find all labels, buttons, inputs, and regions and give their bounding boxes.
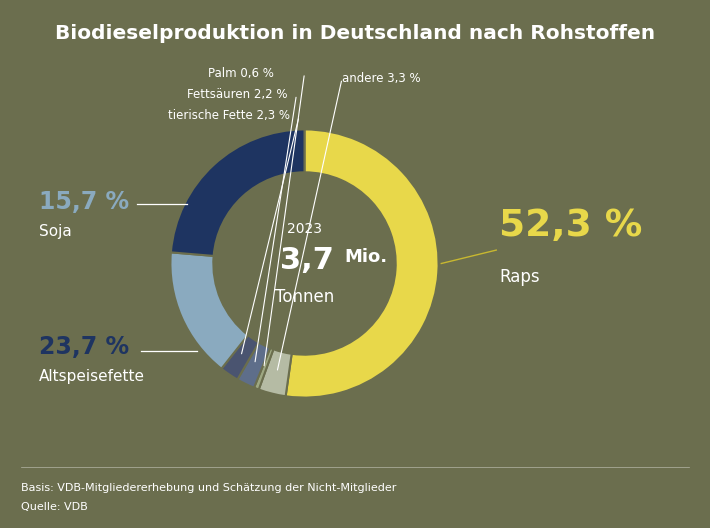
Text: tierische Fette 2,3 %: tierische Fette 2,3 % bbox=[168, 109, 290, 122]
Wedge shape bbox=[254, 348, 273, 390]
Text: Raps: Raps bbox=[499, 268, 540, 286]
Wedge shape bbox=[258, 349, 292, 396]
Text: Altspeisefette: Altspeisefette bbox=[39, 369, 145, 384]
Text: Soja: Soja bbox=[39, 224, 72, 239]
Text: andere 3,3 %: andere 3,3 % bbox=[342, 72, 421, 85]
Text: 2023: 2023 bbox=[287, 222, 322, 235]
Text: 23,7 %: 23,7 % bbox=[39, 335, 129, 359]
Text: Fettsäuren 2,2 %: Fettsäuren 2,2 % bbox=[187, 88, 287, 101]
Text: Quelle: VDB: Quelle: VDB bbox=[21, 502, 88, 512]
Text: 15,7 %: 15,7 % bbox=[39, 190, 129, 214]
Text: Tonnen: Tonnen bbox=[275, 288, 334, 306]
Text: 52,3 %: 52,3 % bbox=[499, 208, 643, 244]
Wedge shape bbox=[170, 252, 248, 369]
Text: Basis: VDB-Mitgliedererhebung und Schätzung der Nicht-Mitglieder: Basis: VDB-Mitgliedererhebung und Schätz… bbox=[21, 484, 397, 493]
Text: Biodieselproduktion in Deutschland nach Rohstoffen: Biodieselproduktion in Deutschland nach … bbox=[55, 24, 655, 43]
Text: Mio.: Mio. bbox=[345, 248, 388, 266]
Text: 3,7: 3,7 bbox=[280, 247, 334, 275]
Wedge shape bbox=[222, 335, 259, 380]
Wedge shape bbox=[285, 129, 439, 398]
Wedge shape bbox=[171, 129, 305, 256]
Text: Palm 0,6 %: Palm 0,6 % bbox=[208, 67, 274, 80]
Wedge shape bbox=[237, 343, 271, 388]
